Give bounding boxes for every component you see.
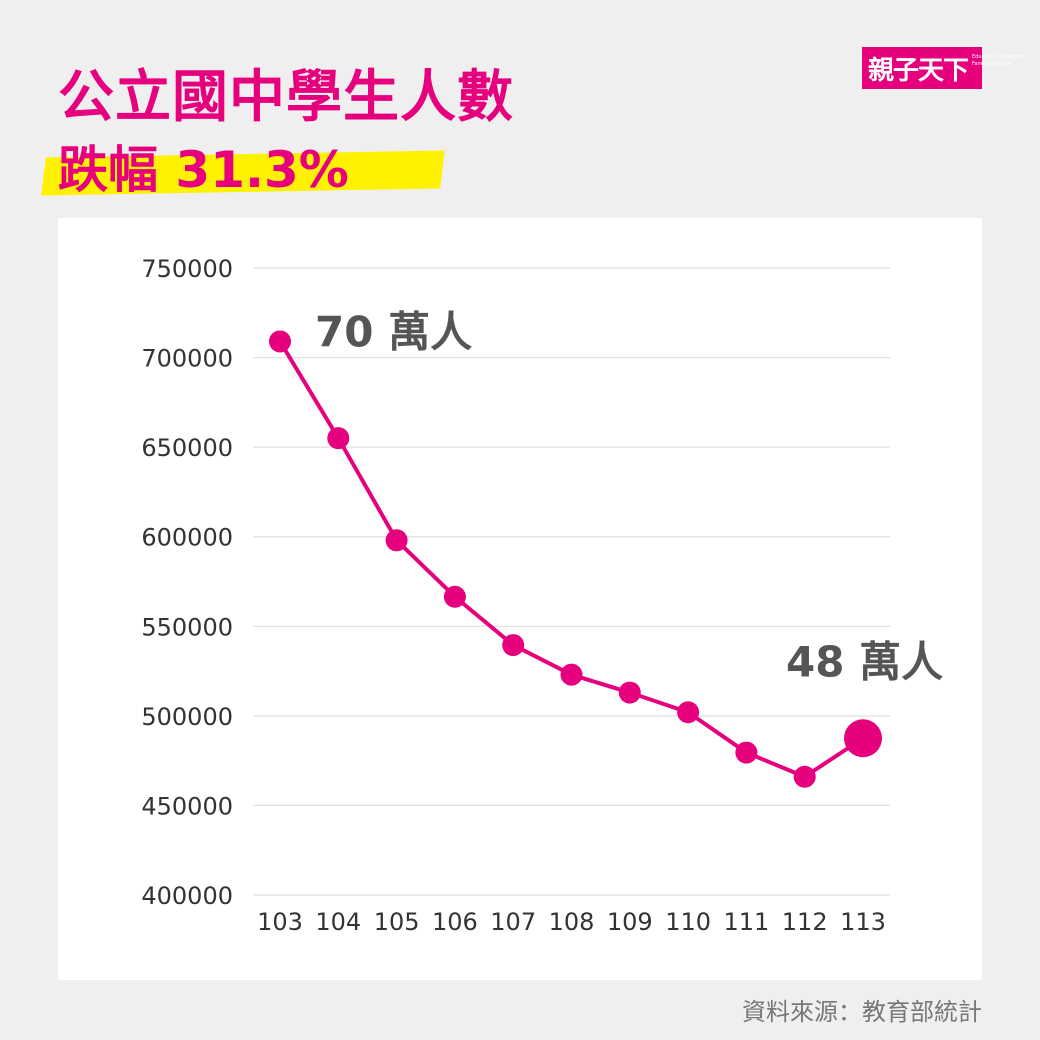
data-point — [327, 427, 350, 450]
y-axis: 750000 700000 650000 600000 550000 500000 4500… — [141, 255, 233, 910]
y-tick-label: 600000 — [141, 524, 233, 552]
logo-tagline-line2: Family Lifestyle — [972, 61, 1011, 67]
data-point — [443, 585, 466, 608]
series-line — [278, 340, 865, 779]
x-tick-label: 105 — [374, 908, 420, 936]
data-point — [560, 663, 583, 686]
subtitle-block: 跌幅 31.3% — [41, 130, 445, 199]
logo-tagline-line1: Education · Parenting — [972, 54, 1026, 60]
y-tick-label: 550000 — [141, 613, 233, 641]
grid-lines — [253, 267, 890, 896]
x-axis: 103 104 105 106 107 108 109 110 111 112 113 — [257, 908, 886, 936]
data-point — [269, 330, 291, 353]
page-title: 公立國中學生人數 — [58, 65, 514, 130]
brand-logo: 親子天下 Education · Parenting Family Lifest… — [862, 47, 1025, 89]
data-point — [618, 681, 641, 704]
page-subtitle: 跌幅 31.3% — [58, 141, 349, 199]
x-tick-label: 107 — [490, 908, 536, 936]
y-tick-label: 750000 — [141, 255, 233, 283]
x-tick-label: 110 — [665, 908, 711, 936]
x-tick-label: 108 — [549, 908, 595, 936]
x-tick-label: 106 — [432, 908, 478, 936]
y-tick-label: 650000 — [141, 434, 233, 462]
y-tick-label: 500000 — [141, 703, 233, 731]
y-tick-label: 400000 — [141, 882, 233, 910]
annotation-label: 70 萬人 — [315, 307, 472, 356]
data-point — [385, 529, 408, 552]
data-point-highlight — [844, 719, 882, 758]
x-tick-label: 112 — [782, 908, 828, 936]
source-note: 資料來源：教育部統計 — [742, 998, 982, 1026]
x-tick-label: 113 — [840, 908, 886, 936]
annotations: 70 萬人 48 萬人 — [315, 307, 943, 686]
data-point — [735, 741, 758, 764]
line-chart: 750000 700000 650000 600000 550000 500000 4500… — [141, 255, 943, 936]
data-point — [502, 634, 525, 657]
x-tick-label: 109 — [607, 908, 653, 936]
x-tick-label: 111 — [723, 908, 769, 936]
chart-card: 750000 700000 650000 600000 550000 500000 4500… — [58, 218, 982, 980]
data-point — [793, 765, 816, 788]
logo-text: 親子天下 — [868, 55, 969, 86]
data-points — [269, 330, 882, 788]
data-point — [677, 701, 700, 724]
x-tick-label: 103 — [257, 908, 303, 936]
annotation-label: 48 萬人 — [786, 637, 943, 686]
logo-tagline: Education · Parenting Family Lifestyle — [972, 54, 1025, 68]
y-tick-label: 700000 — [141, 345, 233, 373]
x-tick-label: 104 — [315, 908, 361, 936]
series-path — [278, 340, 865, 779]
y-tick-label: 450000 — [141, 792, 233, 820]
